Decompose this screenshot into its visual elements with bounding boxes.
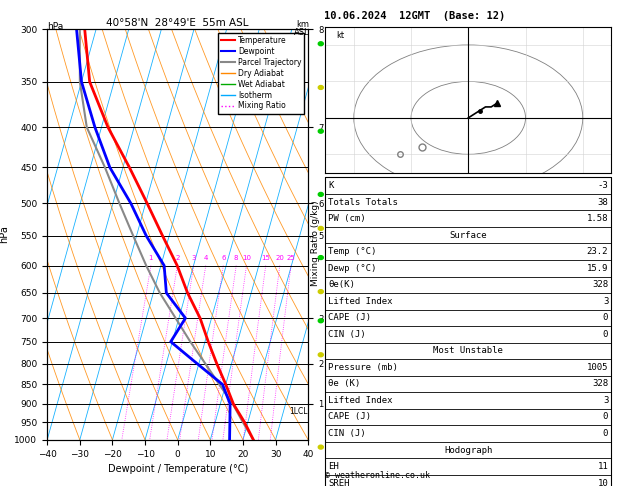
Text: CIN (J): CIN (J) (328, 330, 366, 339)
Text: Hodograph: Hodograph (444, 446, 493, 454)
Text: km: km (296, 20, 309, 30)
Text: 10.06.2024  12GMT  (Base: 12): 10.06.2024 12GMT (Base: 12) (324, 11, 505, 21)
Text: θe(K): θe(K) (328, 280, 355, 289)
Text: CAPE (J): CAPE (J) (328, 313, 371, 322)
Text: Dewp (°C): Dewp (°C) (328, 264, 377, 273)
Text: Lifted Index: Lifted Index (328, 297, 393, 306)
Text: 20: 20 (276, 255, 284, 261)
Text: 328: 328 (592, 280, 608, 289)
Text: 8: 8 (234, 255, 238, 261)
Text: Most Unstable: Most Unstable (433, 347, 503, 355)
Text: 0: 0 (603, 330, 608, 339)
Text: 0: 0 (603, 413, 608, 421)
X-axis label: Dewpoint / Temperature (°C): Dewpoint / Temperature (°C) (108, 464, 248, 474)
Text: 0: 0 (603, 313, 608, 322)
Text: Totals Totals: Totals Totals (328, 198, 398, 207)
Text: 1: 1 (148, 255, 153, 261)
Text: 10: 10 (242, 255, 251, 261)
Text: 10: 10 (598, 479, 608, 486)
Text: 6: 6 (221, 255, 226, 261)
Text: 1005: 1005 (587, 363, 608, 372)
Text: K: K (328, 181, 334, 190)
Text: 38: 38 (598, 198, 608, 207)
Text: Surface: Surface (450, 231, 487, 240)
Text: hPa: hPa (47, 22, 64, 31)
Text: © weatheronline.co.uk: © weatheronline.co.uk (325, 471, 430, 480)
Text: 23.2: 23.2 (587, 247, 608, 256)
Text: -3: -3 (598, 181, 608, 190)
Text: 1.58: 1.58 (587, 214, 608, 223)
Text: EH: EH (328, 462, 339, 471)
Text: θe (K): θe (K) (328, 380, 360, 388)
Text: Temp (°C): Temp (°C) (328, 247, 377, 256)
Text: 2: 2 (175, 255, 179, 261)
Text: PW (cm): PW (cm) (328, 214, 366, 223)
Text: 11: 11 (598, 462, 608, 471)
Text: 3: 3 (603, 396, 608, 405)
Text: 15.9: 15.9 (587, 264, 608, 273)
Text: Lifted Index: Lifted Index (328, 396, 393, 405)
Y-axis label: hPa: hPa (0, 226, 9, 243)
Text: 4: 4 (204, 255, 208, 261)
Text: 328: 328 (592, 380, 608, 388)
Text: 0: 0 (603, 429, 608, 438)
Text: 3: 3 (191, 255, 196, 261)
Legend: Temperature, Dewpoint, Parcel Trajectory, Dry Adiabat, Wet Adiabat, Isotherm, Mi: Temperature, Dewpoint, Parcel Trajectory… (218, 33, 304, 114)
Text: SREH: SREH (328, 479, 350, 486)
Text: 25: 25 (287, 255, 296, 261)
Title: 40°58'N  28°49'E  55m ASL: 40°58'N 28°49'E 55m ASL (106, 18, 249, 28)
Text: ASL: ASL (294, 28, 309, 37)
Text: kt: kt (337, 31, 345, 40)
Text: 1LCL: 1LCL (289, 407, 307, 416)
Text: 15: 15 (261, 255, 270, 261)
Text: Mixing Ratio (g/kg): Mixing Ratio (g/kg) (311, 200, 320, 286)
Text: 3: 3 (603, 297, 608, 306)
Text: Pressure (mb): Pressure (mb) (328, 363, 398, 372)
Text: CAPE (J): CAPE (J) (328, 413, 371, 421)
Text: CIN (J): CIN (J) (328, 429, 366, 438)
